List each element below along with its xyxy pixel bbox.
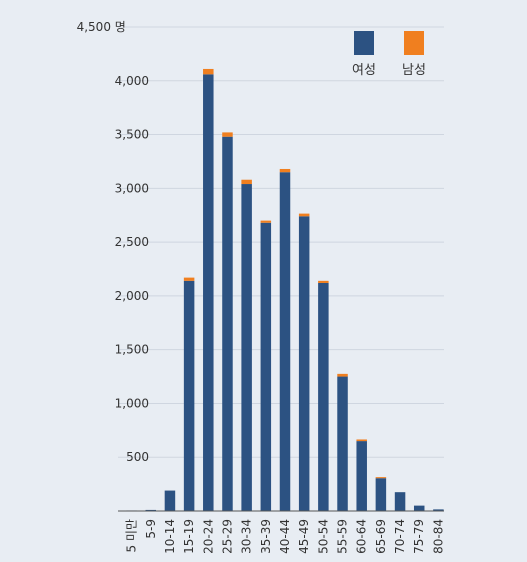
legend-label-male: 남성 xyxy=(402,63,426,78)
y-axis-ticks: 500 1,000 1,500 2,000 2,500 3,000 3,500 4,000 4,… xyxy=(77,20,149,464)
x-tick-label: 25-29 xyxy=(220,519,234,554)
x-tick-label: 5-9 xyxy=(144,519,158,539)
bar-female xyxy=(203,74,214,511)
bar-male xyxy=(356,439,367,442)
x-tick-label: 10-14 xyxy=(163,519,177,554)
x-tick-label: 15-19 xyxy=(182,519,196,554)
bar-female xyxy=(183,280,195,511)
x-tick-label: 30-34 xyxy=(240,519,254,554)
y-tick-label: 3,000 xyxy=(115,181,149,195)
bar-male xyxy=(318,280,329,283)
x-tick-label: 20-24 xyxy=(201,519,215,554)
x-tick-label: 65-69 xyxy=(374,519,388,554)
bar-female xyxy=(222,136,233,511)
legend-label-female: 여성 xyxy=(352,63,376,78)
x-tick-label: 55-59 xyxy=(336,519,350,554)
bar-female xyxy=(375,478,387,511)
legend-swatch-female xyxy=(354,31,374,55)
y-tick-label: 500 xyxy=(126,450,149,464)
x-tick-label: 45-49 xyxy=(297,519,311,554)
bar-female xyxy=(164,490,176,511)
y-tick-label: 3,500 xyxy=(115,128,149,142)
bar-female xyxy=(433,509,444,511)
y-tick-label: 2,000 xyxy=(115,289,149,303)
bar-male xyxy=(337,373,348,377)
x-tick-label: 80-84 xyxy=(431,519,445,554)
y-tick-label: 4,500 명 xyxy=(77,20,126,34)
bar-female xyxy=(279,172,291,511)
x-tick-label: 5 미만 xyxy=(125,519,139,553)
x-tick-label: 60-64 xyxy=(355,519,369,554)
bar-male xyxy=(203,68,214,75)
y-tick-label: 4,000 xyxy=(115,74,149,88)
bar-female xyxy=(298,216,310,511)
legend-swatch-male xyxy=(404,31,424,55)
bar-male xyxy=(375,477,387,479)
y-tick-label: 1,000 xyxy=(115,396,149,410)
x-tick-label: 35-39 xyxy=(259,519,273,554)
y-tick-label: 1,500 xyxy=(115,343,149,357)
x-tick-label: 40-44 xyxy=(278,519,292,554)
bars xyxy=(126,68,444,512)
x-tick-label: 50-54 xyxy=(316,519,330,554)
bar-male xyxy=(222,132,233,137)
bar-male xyxy=(183,277,195,281)
bar-female xyxy=(145,509,157,511)
bar-female xyxy=(260,222,272,512)
bar-male xyxy=(260,220,272,223)
bar-female xyxy=(356,441,367,511)
bar-female xyxy=(394,492,406,511)
x-tick-label: 70-74 xyxy=(393,519,407,554)
legend: 여성 남성 xyxy=(352,31,426,78)
bar-male xyxy=(298,213,310,217)
x-tick-label: 75-79 xyxy=(412,519,426,554)
bar-female xyxy=(413,505,425,511)
x-axis-ticks: 5 미만 5-9 10-14 15-19 20-24 25-29 30-34 35-39 40-… xyxy=(125,519,446,554)
bar-female xyxy=(337,376,348,511)
bar-female xyxy=(318,282,329,511)
bar-female xyxy=(241,184,252,511)
bar-male xyxy=(241,179,252,185)
y-tick-label: 2,500 xyxy=(115,235,149,249)
bar-male xyxy=(279,168,291,173)
